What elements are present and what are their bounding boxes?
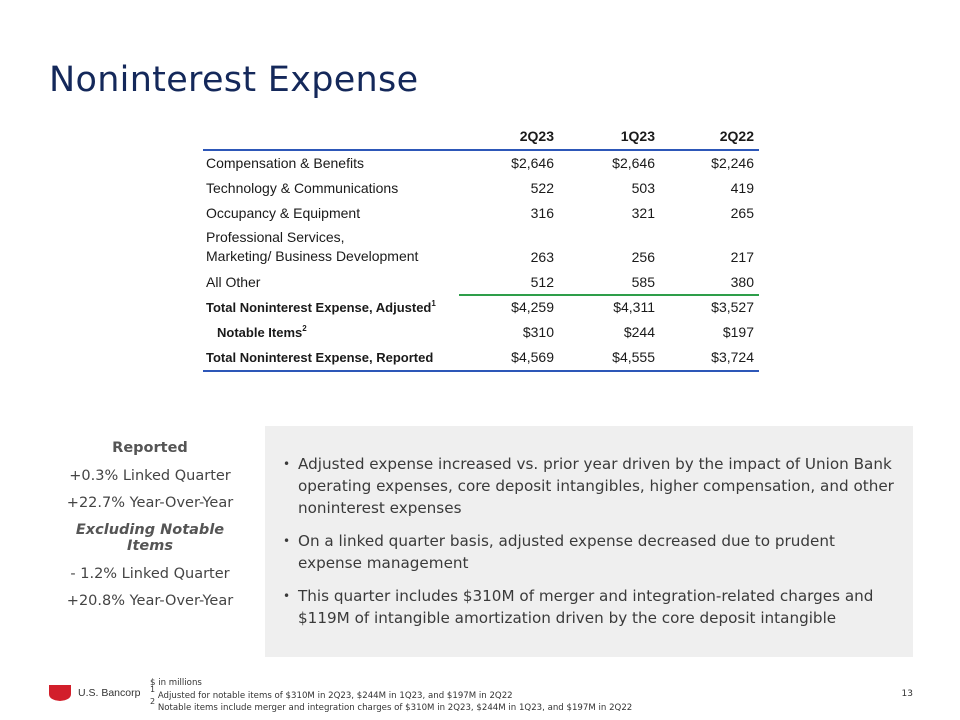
row-value: $4,311 [613,299,655,315]
row-value: 380 [730,274,754,290]
commentary-list: • Adjusted expense increased vs. prior ye… [283,453,897,640]
footnote-units: $ in millions [150,678,202,688]
row-label-line1: Professional Services, [206,229,345,245]
row-value: 316 [530,205,554,221]
table-row-subtotal: Total Noninterest Expense, Adjusted1 $4,… [203,295,759,320]
row-value: $244 [623,324,655,340]
page-title: Noninterest Expense [49,60,419,100]
list-item: • On a linked quarter basis, adjusted exp… [283,532,835,572]
row-value: $2,646 [612,155,655,171]
row-label: Notable Items2 [217,324,307,341]
table-header-row: 2Q23 1Q23 2Q22 [203,124,759,151]
row-value: 512 [530,274,554,290]
table-row: Compensation & Benefits $2,646 $2,646 $2… [203,151,759,176]
row-value: $4,555 [612,349,655,365]
row-label: Professional Services, Marketing/ Busines… [206,228,418,266]
row-value: 503 [631,180,655,196]
logo-text: U.S. Bancorp [78,687,141,699]
row-value: $197 [722,324,754,340]
excluding-linked-quarter: - 1.2% Linked Quarter [70,566,230,582]
row-value: $2,646 [511,155,554,171]
company-logo: U.S. Bancorp [48,684,140,702]
row-value: 522 [530,180,554,196]
table-row: All Other 512 585 380 [203,270,759,296]
row-label: Technology & Communications [206,180,399,196]
row-label: Total Noninterest Expense, Reported [206,350,434,365]
table-row-notable: Notable Items2 $310 $244 $197 [203,320,759,345]
bullet-icon: • [283,589,291,603]
page-number: 13 [901,689,913,699]
row-label: All Other [206,274,261,290]
row-value: 419 [730,180,754,196]
row-value: $310 [522,324,554,340]
column-header-1q23: 1Q23 [620,128,655,144]
row-value: 265 [730,205,754,221]
row-value: 217 [730,249,754,265]
table-row: Occupancy & Equipment 316 321 265 [203,201,759,226]
shield-logo-icon [49,685,71,701]
row-value: $3,724 [711,349,754,365]
excluding-notable-heading: Excluding Notable Items [75,522,225,554]
footnote-2: 2 Notable items include merger and integ… [150,697,633,714]
table-row-total: Total Noninterest Expense, Reported $4,5… [203,345,759,372]
reported-year-over-year: +22.7% Year-Over-Year [66,495,234,511]
row-label-line2: Marketing/ Business Development [206,248,419,264]
bullet-icon: • [283,534,291,548]
row-value: $2,246 [711,155,754,171]
row-label: Compensation & Benefits [206,155,364,171]
row-value: 256 [631,249,655,265]
reported-linked-quarter: +0.3% Linked Quarter [69,468,231,484]
summary-panel: Reported +0.3% Linked Quarter +22.7% Yea… [60,440,240,620]
subtotal-rule [459,294,759,296]
row-value: $4,569 [511,349,554,365]
row-value: $3,527 [711,299,754,315]
reported-heading: Reported [112,440,188,456]
excluding-year-over-year: +20.8% Year-Over-Year [66,593,234,609]
table-row: Technology & Communications 522 503 419 [203,176,759,201]
footnotes: $ in millions 1 Adjusted for notable ite… [150,677,632,715]
column-header-2q22: 2Q22 [719,128,754,144]
table-row: Professional Services, Marketing/ Busines… [203,226,759,270]
footnote-1: 1 Adjusted for notable items of $310M in… [150,684,513,701]
expense-table: 2Q23 1Q23 2Q22 Compensation & Benefits $… [203,124,759,372]
row-value: 263 [530,249,554,265]
list-item: • Adjusted expense increased vs. prior ye… [283,455,894,517]
row-label: Occupancy & Equipment [206,205,361,221]
row-value: 321 [631,205,655,221]
row-label: Total Noninterest Expense, Adjusted1 [206,299,436,316]
commentary-box: • Adjusted expense increased vs. prior ye… [265,426,913,657]
bullet-icon: • [283,457,291,471]
row-value: $4,259 [511,299,554,315]
row-value: 585 [631,274,655,290]
column-header-2q23: 2Q23 [519,128,554,144]
list-item: • This quarter includes $310M of merger a… [283,587,874,627]
